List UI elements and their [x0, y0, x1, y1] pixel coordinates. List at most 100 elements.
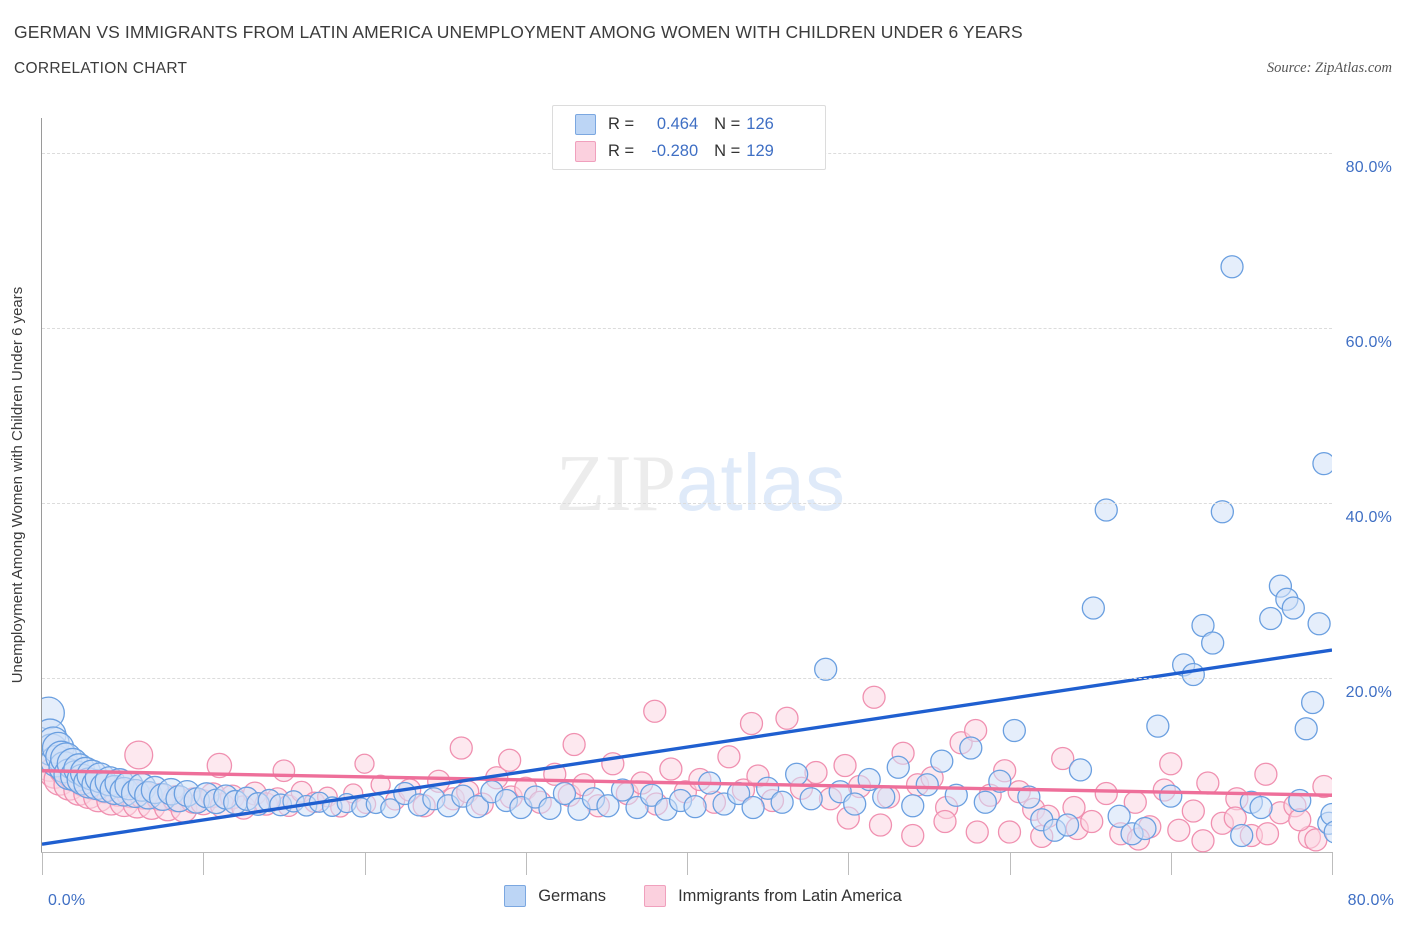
data-point — [785, 762, 809, 786]
data-point — [1167, 818, 1191, 842]
data-point — [804, 760, 828, 785]
data-point — [1191, 829, 1215, 853]
data-point — [973, 790, 997, 814]
data-point — [1159, 752, 1183, 776]
x-tick-label-min: 0.0% — [48, 892, 86, 909]
swatch-immigrants-icon — [575, 140, 596, 162]
legend-swatch-germans-icon — [504, 885, 527, 907]
data-point — [872, 785, 896, 809]
stats-r-value-germans: 0.464 — [656, 114, 699, 133]
legend-swatch-immigrants-icon — [644, 885, 667, 907]
data-point — [1210, 500, 1234, 524]
x-axis-tick — [525, 853, 527, 875]
x-tick-label-max: 80.0% — [1347, 892, 1394, 909]
data-point — [775, 706, 799, 730]
stats-r-value-immigrants: -0.280 — [651, 141, 699, 160]
gridline — [42, 328, 1332, 329]
y-tick-label: 40.0% — [1345, 509, 1392, 526]
x-axis-line — [41, 852, 1333, 853]
data-point — [1055, 813, 1080, 837]
data-point — [1259, 606, 1283, 631]
data-point — [799, 787, 823, 811]
x-axis-tick — [1170, 853, 1172, 875]
gridline — [42, 678, 1332, 679]
data-point — [1281, 596, 1305, 620]
data-point — [1301, 690, 1325, 715]
legend-label-germans: Germans — [538, 886, 607, 905]
data-point — [380, 798, 401, 819]
gridline — [42, 503, 1332, 504]
data-point — [1191, 613, 1215, 638]
y-axis-line — [41, 118, 42, 853]
data-point — [997, 820, 1022, 844]
x-axis-tick — [203, 853, 205, 875]
data-point — [988, 769, 1012, 793]
legend-item-germans[interactable]: Germans — [504, 885, 606, 907]
x-axis-tick — [848, 853, 850, 875]
trendline-germans — [42, 648, 1332, 846]
trendline-immigrants — [42, 769, 1332, 797]
x-axis-tick — [1332, 853, 1333, 875]
series-points-germans — [42, 255, 1332, 848]
data-point — [1107, 804, 1131, 828]
data-point — [843, 792, 867, 816]
data-point — [933, 809, 957, 834]
stats-r-label-germans: R = — [608, 114, 635, 133]
data-point — [1081, 596, 1105, 620]
data-point — [272, 759, 296, 783]
stats-r-label-immigrants: R = — [608, 141, 635, 160]
data-point — [1051, 746, 1075, 771]
data-point — [1249, 795, 1273, 820]
scatter-plot — [42, 255, 1332, 853]
stats-n-label-germans: N = — [714, 114, 741, 133]
data-point — [1080, 809, 1104, 834]
data-point — [1133, 816, 1157, 841]
data-point — [717, 745, 741, 769]
data-point — [886, 755, 910, 779]
stats-n-value-germans: 126 — [746, 114, 774, 133]
data-point — [1230, 823, 1254, 848]
data-point — [465, 794, 490, 819]
chart-legend: Germans Immigrants from Latin America — [0, 885, 1406, 907]
data-point — [1312, 451, 1332, 476]
stats-n-label-immigrants: N = — [714, 141, 741, 160]
stats-row-immigrants: R = -0.280 N = 129 — [553, 138, 825, 165]
x-axis-tick — [42, 853, 43, 875]
data-point — [552, 781, 577, 806]
data-point — [1201, 631, 1225, 655]
data-point — [915, 773, 939, 797]
data-point — [610, 778, 635, 802]
data-point — [562, 732, 586, 757]
y-tick-label: 60.0% — [1345, 334, 1392, 351]
stats-row-germans: R = 0.464 N = 126 — [553, 111, 825, 138]
y-tick-label: 20.0% — [1345, 684, 1392, 701]
data-point — [1002, 718, 1026, 743]
data-point — [901, 794, 925, 818]
data-point — [683, 794, 707, 819]
data-point — [643, 699, 667, 723]
data-point — [1323, 820, 1332, 844]
chart-subtitle: CORRELATION CHART — [14, 60, 188, 77]
data-point — [1320, 802, 1332, 827]
data-point — [497, 748, 522, 772]
data-point — [741, 795, 765, 820]
data-point — [1196, 771, 1220, 795]
data-point — [206, 752, 233, 779]
data-point — [639, 783, 664, 807]
data-point — [868, 813, 893, 837]
correlation-stats-box: R = 0.464 N = 126 R = -0.280 N = 129 — [552, 105, 826, 170]
data-point — [1294, 717, 1318, 741]
data-point — [959, 736, 983, 760]
data-point — [930, 749, 954, 773]
x-axis-tick — [687, 853, 688, 875]
data-point — [1181, 799, 1205, 823]
legend-item-immigrants[interactable]: Immigrants from Latin America — [644, 885, 902, 907]
page-title: GERMAN VS IMMIGRANTS FROM LATIN AMERICA … — [14, 22, 1023, 42]
data-point — [1094, 781, 1118, 806]
data-point — [1181, 662, 1205, 687]
data-point — [965, 820, 989, 844]
stats-n-value-immigrants: 129 — [746, 141, 774, 160]
data-point — [659, 757, 683, 781]
data-point — [1068, 758, 1093, 782]
data-point — [596, 794, 620, 818]
